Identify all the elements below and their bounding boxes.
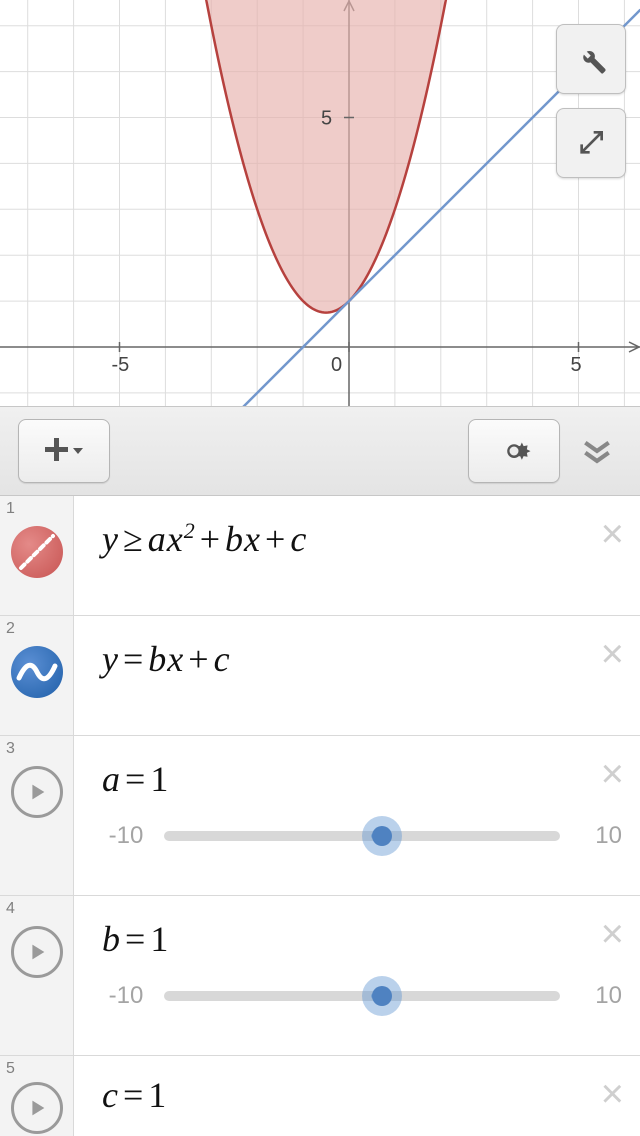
row-number: 1	[6, 500, 15, 518]
row-gutter: 3	[0, 736, 74, 895]
svg-text:0: 0	[331, 354, 342, 376]
row-gutter: 2	[0, 616, 74, 735]
row-content: a=1 -10 10	[74, 736, 640, 895]
slider-min[interactable]: -10	[102, 822, 150, 850]
slider-expression[interactable]: b=1	[102, 918, 622, 960]
svg-text:-5: -5	[112, 354, 130, 376]
wave-icon	[11, 646, 63, 698]
row-content: b=1 -10 10	[74, 896, 640, 1055]
play-slider-button[interactable]	[11, 766, 63, 818]
delete-row-button[interactable]: ×	[601, 754, 624, 794]
slider-var: a	[102, 759, 121, 799]
wrench-icon	[574, 42, 608, 76]
expression-settings-button[interactable]	[468, 419, 560, 483]
expression-text[interactable]: y≥ax2+bx+c	[102, 518, 622, 560]
slider-value: 1	[148, 1075, 167, 1115]
row-gutter: 4	[0, 896, 74, 1055]
slider-max[interactable]: 10	[574, 982, 622, 1010]
delete-row-button[interactable]: ×	[601, 514, 624, 554]
row-gutter: 1	[0, 496, 74, 615]
slider-expression[interactable]: a=1	[102, 758, 622, 800]
chevron-double-down-icon	[577, 431, 617, 471]
play-icon	[26, 1097, 48, 1119]
expression-text[interactable]: y=bx+c	[102, 638, 622, 680]
row-content: y=bx+c	[74, 616, 640, 735]
row-gutter: 5	[0, 1056, 74, 1136]
expression-row[interactable]: 2 y=bx+c ×	[0, 616, 640, 736]
slider-var: b	[102, 919, 121, 959]
delete-row-button[interactable]: ×	[601, 1074, 624, 1114]
svg-text:5: 5	[321, 108, 332, 130]
expand-icon	[575, 127, 607, 159]
expression-list: 1 y≥ax2+bx+c × 2 y=bx+c × 3	[0, 496, 640, 1136]
expression-toggle-red[interactable]	[11, 526, 63, 578]
collapse-list-button[interactable]	[568, 431, 626, 471]
slider-track-b[interactable]	[164, 984, 560, 1008]
slider-var: c	[102, 1075, 119, 1115]
slider-value: 1	[150, 919, 169, 959]
slider-max[interactable]: 10	[574, 822, 622, 850]
slider-row[interactable]: 3 a=1 -10 10 ×	[0, 736, 640, 896]
row-content: y≥ax2+bx+c	[74, 496, 640, 615]
row-number: 2	[6, 620, 15, 638]
svg-text:5: 5	[571, 354, 582, 376]
slider-row[interactable]: 5 c=1 ×	[0, 1056, 640, 1136]
gear-icon	[496, 433, 532, 469]
slider-expression[interactable]: c=1	[102, 1074, 622, 1116]
delete-row-button[interactable]: ×	[601, 634, 624, 674]
graph-area[interactable]: -5 0 5 5	[0, 0, 640, 406]
graph-svg: -5 0 5 5	[0, 0, 640, 406]
slider-track-a[interactable]	[164, 824, 560, 848]
expression-toggle-blue[interactable]	[11, 646, 63, 698]
expression-row[interactable]: 1 y≥ax2+bx+c ×	[0, 496, 640, 616]
slider-min[interactable]: -10	[102, 982, 150, 1010]
add-icon	[42, 436, 86, 466]
slider-control: -10 10	[102, 982, 622, 1010]
play-icon	[26, 781, 48, 803]
slider-control: -10 10	[102, 822, 622, 850]
row-content: c=1	[74, 1056, 640, 1136]
inequality-icon	[11, 526, 63, 578]
delete-row-button[interactable]: ×	[601, 914, 624, 954]
play-slider-button[interactable]	[11, 1082, 63, 1134]
row-number: 5	[6, 1060, 15, 1078]
play-slider-button[interactable]	[11, 926, 63, 978]
settings-wrench-button[interactable]	[556, 24, 626, 94]
row-number: 4	[6, 900, 15, 918]
add-expression-button[interactable]	[18, 419, 110, 483]
slider-value: 1	[150, 759, 169, 799]
slider-row[interactable]: 4 b=1 -10 10 ×	[0, 896, 640, 1056]
expression-toolbar	[0, 406, 640, 496]
row-number: 3	[6, 740, 15, 758]
play-icon	[26, 941, 48, 963]
fullscreen-button[interactable]	[556, 108, 626, 178]
